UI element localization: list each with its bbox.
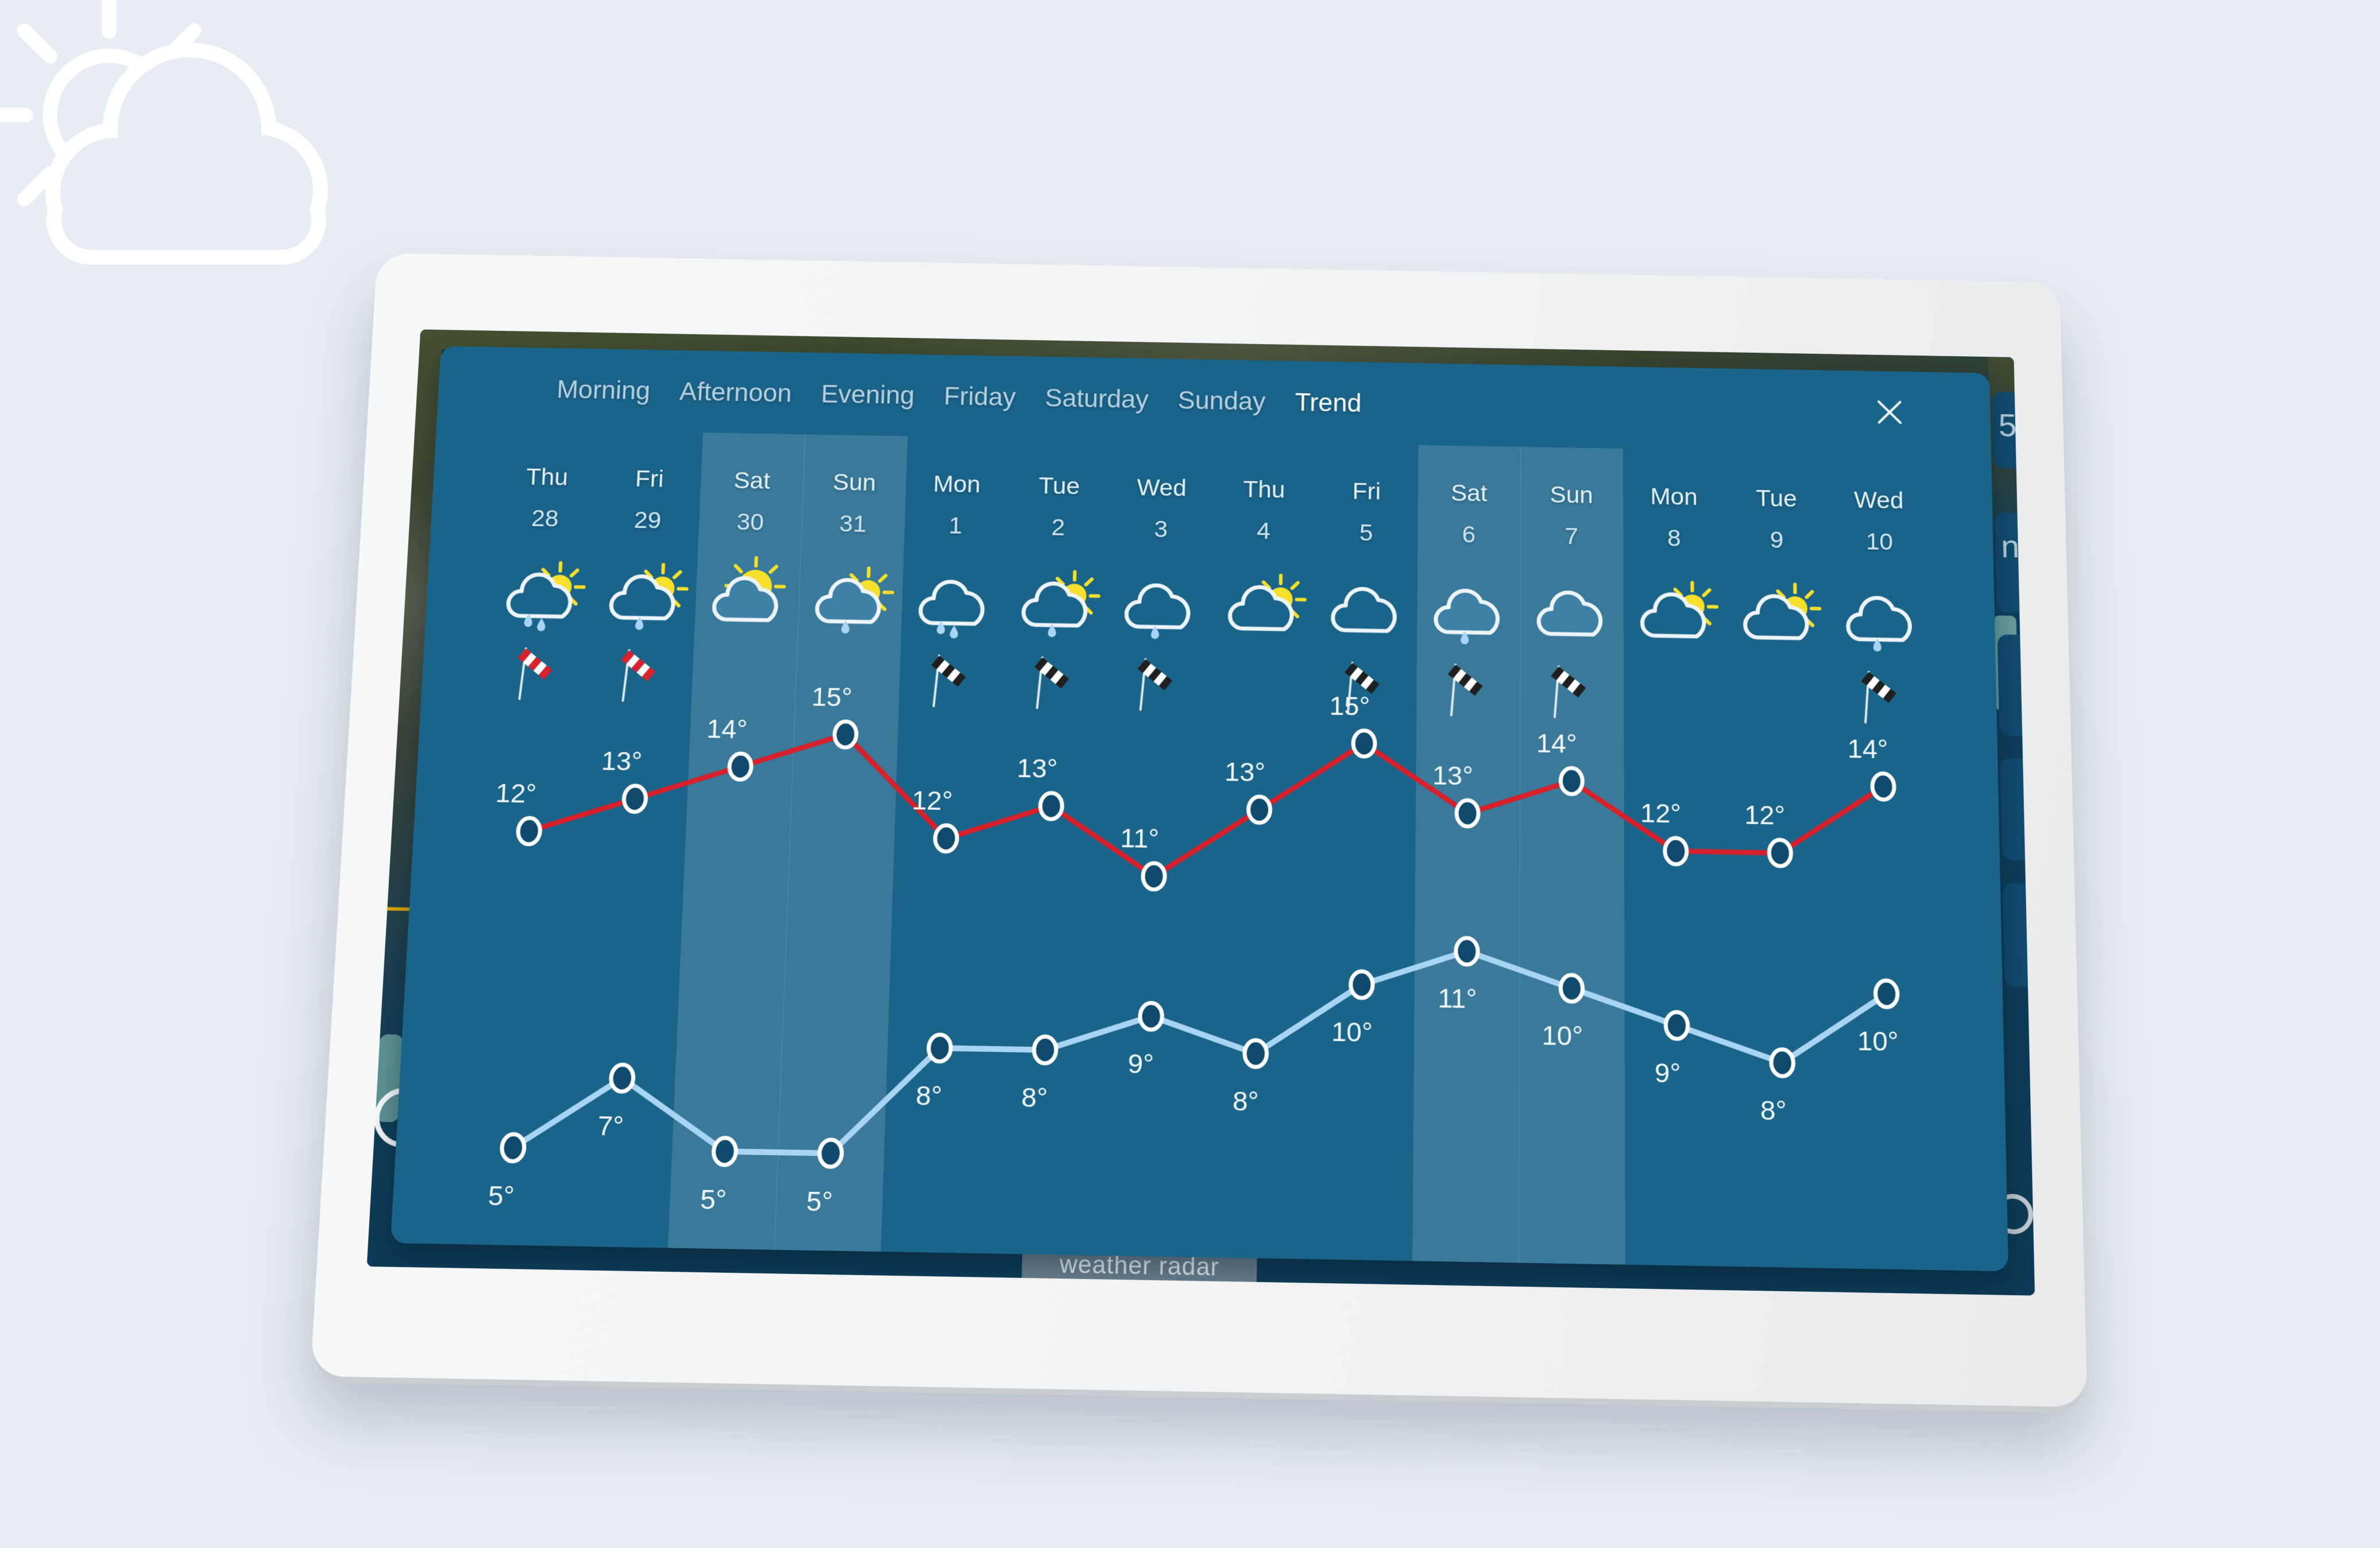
- underlying-app-button-label: 5: [1998, 407, 2017, 444]
- weather-icon: [1837, 588, 1925, 652]
- weather-icon: [1631, 585, 1718, 651]
- weather-icon: [1528, 583, 1615, 649]
- day-name: Thu: [525, 464, 569, 491]
- day-name: Sun: [1550, 481, 1593, 509]
- day-name: Wed: [1853, 487, 1904, 514]
- day-date: 3: [1154, 516, 1168, 543]
- day-name: Thu: [1243, 476, 1285, 504]
- close-button[interactable]: [1873, 396, 1906, 429]
- day-date: 7: [1564, 523, 1579, 550]
- day-column: Sun 7: [1520, 447, 1623, 725]
- weather-icon: [1012, 574, 1100, 638]
- day-column: Sun 31: [794, 434, 907, 712]
- weather-icon: [909, 572, 998, 639]
- wind-flag-icon: [1136, 655, 1173, 714]
- wind-flag-icon: [618, 646, 656, 705]
- day-name: Fri: [1352, 478, 1381, 505]
- underlying-app-button[interactable]: [2002, 883, 2035, 988]
- day-date: 9: [1769, 526, 1784, 554]
- day-name: Fri: [635, 465, 664, 493]
- weather-icon: [806, 570, 894, 634]
- wind-flag-icon: [1033, 653, 1069, 712]
- weather-icon: [1425, 581, 1512, 644]
- day-column: Mon 1: [898, 436, 1010, 714]
- weather-icon: [1115, 576, 1203, 639]
- day-name: Sun: [832, 469, 877, 496]
- wind-flag-icon: [1860, 667, 1897, 727]
- day-date: 10: [1865, 528, 1894, 555]
- tab-afternoon[interactable]: Afternoon: [679, 377, 793, 408]
- day-date: 28: [531, 505, 559, 532]
- tab-evening[interactable]: Evening: [820, 379, 915, 410]
- day-name: Wed: [1137, 474, 1187, 502]
- tab-sunday[interactable]: Sunday: [1177, 385, 1266, 416]
- weather-icon: [1322, 579, 1409, 645]
- close-icon: [1873, 396, 1906, 429]
- weather-icon: [1734, 586, 1821, 653]
- day-column: Sat 6: [1416, 445, 1520, 723]
- day-column: Tue 2: [1002, 438, 1111, 716]
- underlying-app-button[interactable]: 5: [1992, 391, 2035, 469]
- day-name: Sat: [733, 467, 771, 495]
- underlying-app-button-label: n: [2000, 528, 2020, 565]
- day-column: Thu 28: [484, 429, 601, 707]
- day-column: Wed 3: [1106, 439, 1214, 717]
- day-columns: Thu 28 Fri 29 Sat 30 Sun 31 Mon 1 Tue 2 Wed 3 Thu…: [391, 346, 2008, 1272]
- wind-flag-icon: [929, 651, 966, 710]
- day-name: Sat: [1450, 480, 1488, 507]
- day-date: 1: [948, 512, 963, 539]
- day-column: Sat 30: [691, 433, 805, 711]
- day-date: 5: [1359, 519, 1373, 546]
- day-date: 4: [1256, 518, 1271, 545]
- weather-icon: [599, 566, 689, 630]
- weather-icon: [1219, 577, 1306, 643]
- day-column: Fri 5: [1312, 443, 1418, 721]
- day-name: Tue: [1756, 485, 1797, 512]
- wind-flag-icon: [515, 644, 552, 703]
- day-date: 6: [1462, 521, 1476, 549]
- day-date: 29: [633, 507, 662, 534]
- underlying-app-button[interactable]: [2000, 758, 2035, 862]
- day-date: 2: [1051, 514, 1065, 541]
- day-name: Mon: [1650, 483, 1698, 511]
- day-name: Tue: [1038, 472, 1080, 500]
- day-name: Mon: [933, 470, 981, 498]
- tab-friday[interactable]: Friday: [943, 381, 1017, 411]
- day-date: 31: [839, 510, 867, 538]
- underlying-app-button[interactable]: n: [1995, 512, 2035, 613]
- day-column: Mon 8: [1622, 449, 1727, 727]
- day-date: 8: [1667, 524, 1681, 552]
- weather-icon: [702, 569, 791, 635]
- wind-flag-icon: [1551, 662, 1586, 721]
- tab-saturday[interactable]: Saturday: [1044, 383, 1149, 414]
- wind-flag-icon: [1343, 658, 1380, 717]
- day-date: 30: [736, 508, 764, 536]
- weather-icon: [496, 565, 586, 632]
- day-column: Fri 29: [588, 431, 703, 709]
- underlying-app-button[interactable]: [1997, 634, 2035, 736]
- tab-trend[interactable]: Trend: [1295, 387, 1362, 418]
- wind-flag-icon: [1447, 660, 1483, 719]
- day-column: Thu 4: [1209, 442, 1316, 720]
- tab-morning[interactable]: Morning: [556, 375, 651, 405]
- sun-cloud-decoration-icon: [0, 0, 328, 265]
- day-column: Tue 9: [1725, 450, 1830, 728]
- day-column: Wed 10: [1827, 452, 1934, 730]
- trend-panel: Thu 28 Fri 29 Sat 30 Sun 31 Mon 1 Tue 2 Wed 3 Thu…: [390, 346, 2009, 1272]
